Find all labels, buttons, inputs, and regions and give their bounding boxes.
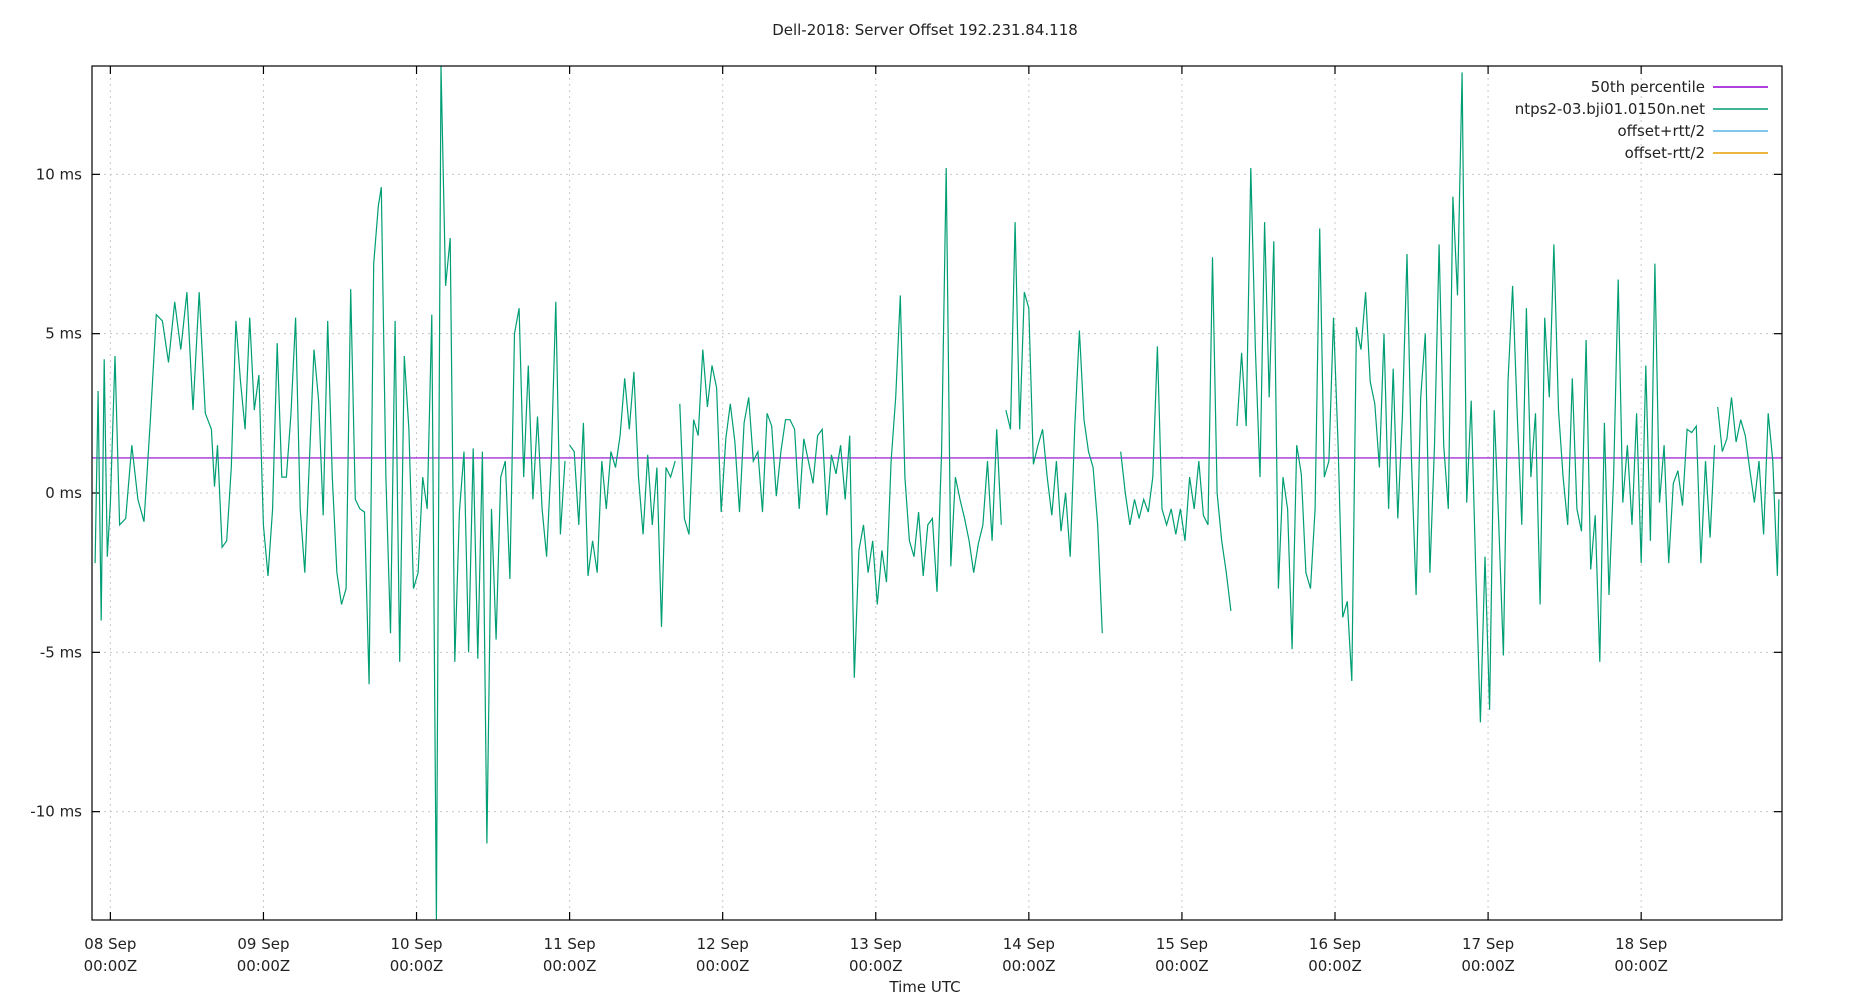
x-tick-label: 00:00Z — [1155, 957, 1209, 975]
y-tick-label: -5 ms — [40, 643, 82, 661]
x-tick-label: 00:00Z — [1614, 957, 1668, 975]
legend-label: offset+rtt/2 — [1617, 122, 1705, 140]
y-tick-label: 10 ms — [36, 165, 82, 183]
y-axis: 10 ms 5 ms 0 ms -5 ms -10 ms — [30, 165, 1782, 821]
x-tick-label: 00:00Z — [543, 957, 597, 975]
series-line-ntps2-03 — [569, 371, 676, 627]
x-tick-label: 08 Sep — [84, 935, 136, 953]
series-line-ntps2-03 — [1717, 397, 1780, 576]
x-tick-label: 15 Sep — [1156, 935, 1208, 953]
x-tick-label: 00:00Z — [1461, 957, 1515, 975]
series-line-ntps2-03 — [1005, 222, 1103, 634]
series-line-ntps2-03 — [679, 167, 1002, 678]
x-tick-label: 00:00Z — [84, 957, 138, 975]
legend-label: 50th percentile — [1591, 78, 1705, 96]
series-line-ntps2-03 — [1236, 72, 1716, 723]
plot-area — [92, 65, 1782, 921]
legend-label: ntps2-03.bji01.0150n.net — [1515, 100, 1705, 118]
x-tick-label: 13 Sep — [850, 935, 902, 953]
y-tick-label: 5 ms — [45, 325, 82, 343]
x-tick-label: 12 Sep — [697, 935, 749, 953]
legend-label: offset-rtt/2 — [1625, 144, 1705, 162]
x-tick-label: 00:00Z — [237, 957, 291, 975]
x-tick-label: 00:00Z — [1308, 957, 1362, 975]
x-tick-label: 00:00Z — [849, 957, 903, 975]
x-axis: 08 Sep 00:00Z 09 Sep 00:00Z 10 Sep 00:00Z 11 S… — [84, 66, 1668, 975]
series-line-ntps2-03 — [1120, 257, 1232, 611]
x-tick-label: 00:00Z — [390, 957, 444, 975]
chart-title: Dell-2018: Server Offset 192.231.84.118 — [772, 21, 1078, 39]
y-tick-label: 0 ms — [45, 484, 82, 502]
x-tick-label: 11 Sep — [544, 935, 596, 953]
x-tick-label: 16 Sep — [1309, 935, 1361, 953]
plot-frame — [91, 65, 1783, 921]
x-tick-label: 10 Sep — [390, 935, 442, 953]
series-line-ntps2-03 — [94, 65, 566, 921]
x-tick-label: 17 Sep — [1462, 935, 1514, 953]
x-tick-label: 14 Sep — [1003, 935, 1055, 953]
x-tick-label: 18 Sep — [1615, 935, 1667, 953]
x-tick-label: 00:00Z — [696, 957, 750, 975]
y-tick-label: -10 ms — [30, 803, 82, 821]
grid — [92, 66, 1782, 920]
x-tick-label: 00:00Z — [1002, 957, 1056, 975]
x-axis-label: Time UTC — [888, 978, 960, 996]
x-tick-label: 09 Sep — [237, 935, 289, 953]
legend: 50th percentile ntps2-03.bji01.0150n.net o… — [1515, 78, 1768, 162]
